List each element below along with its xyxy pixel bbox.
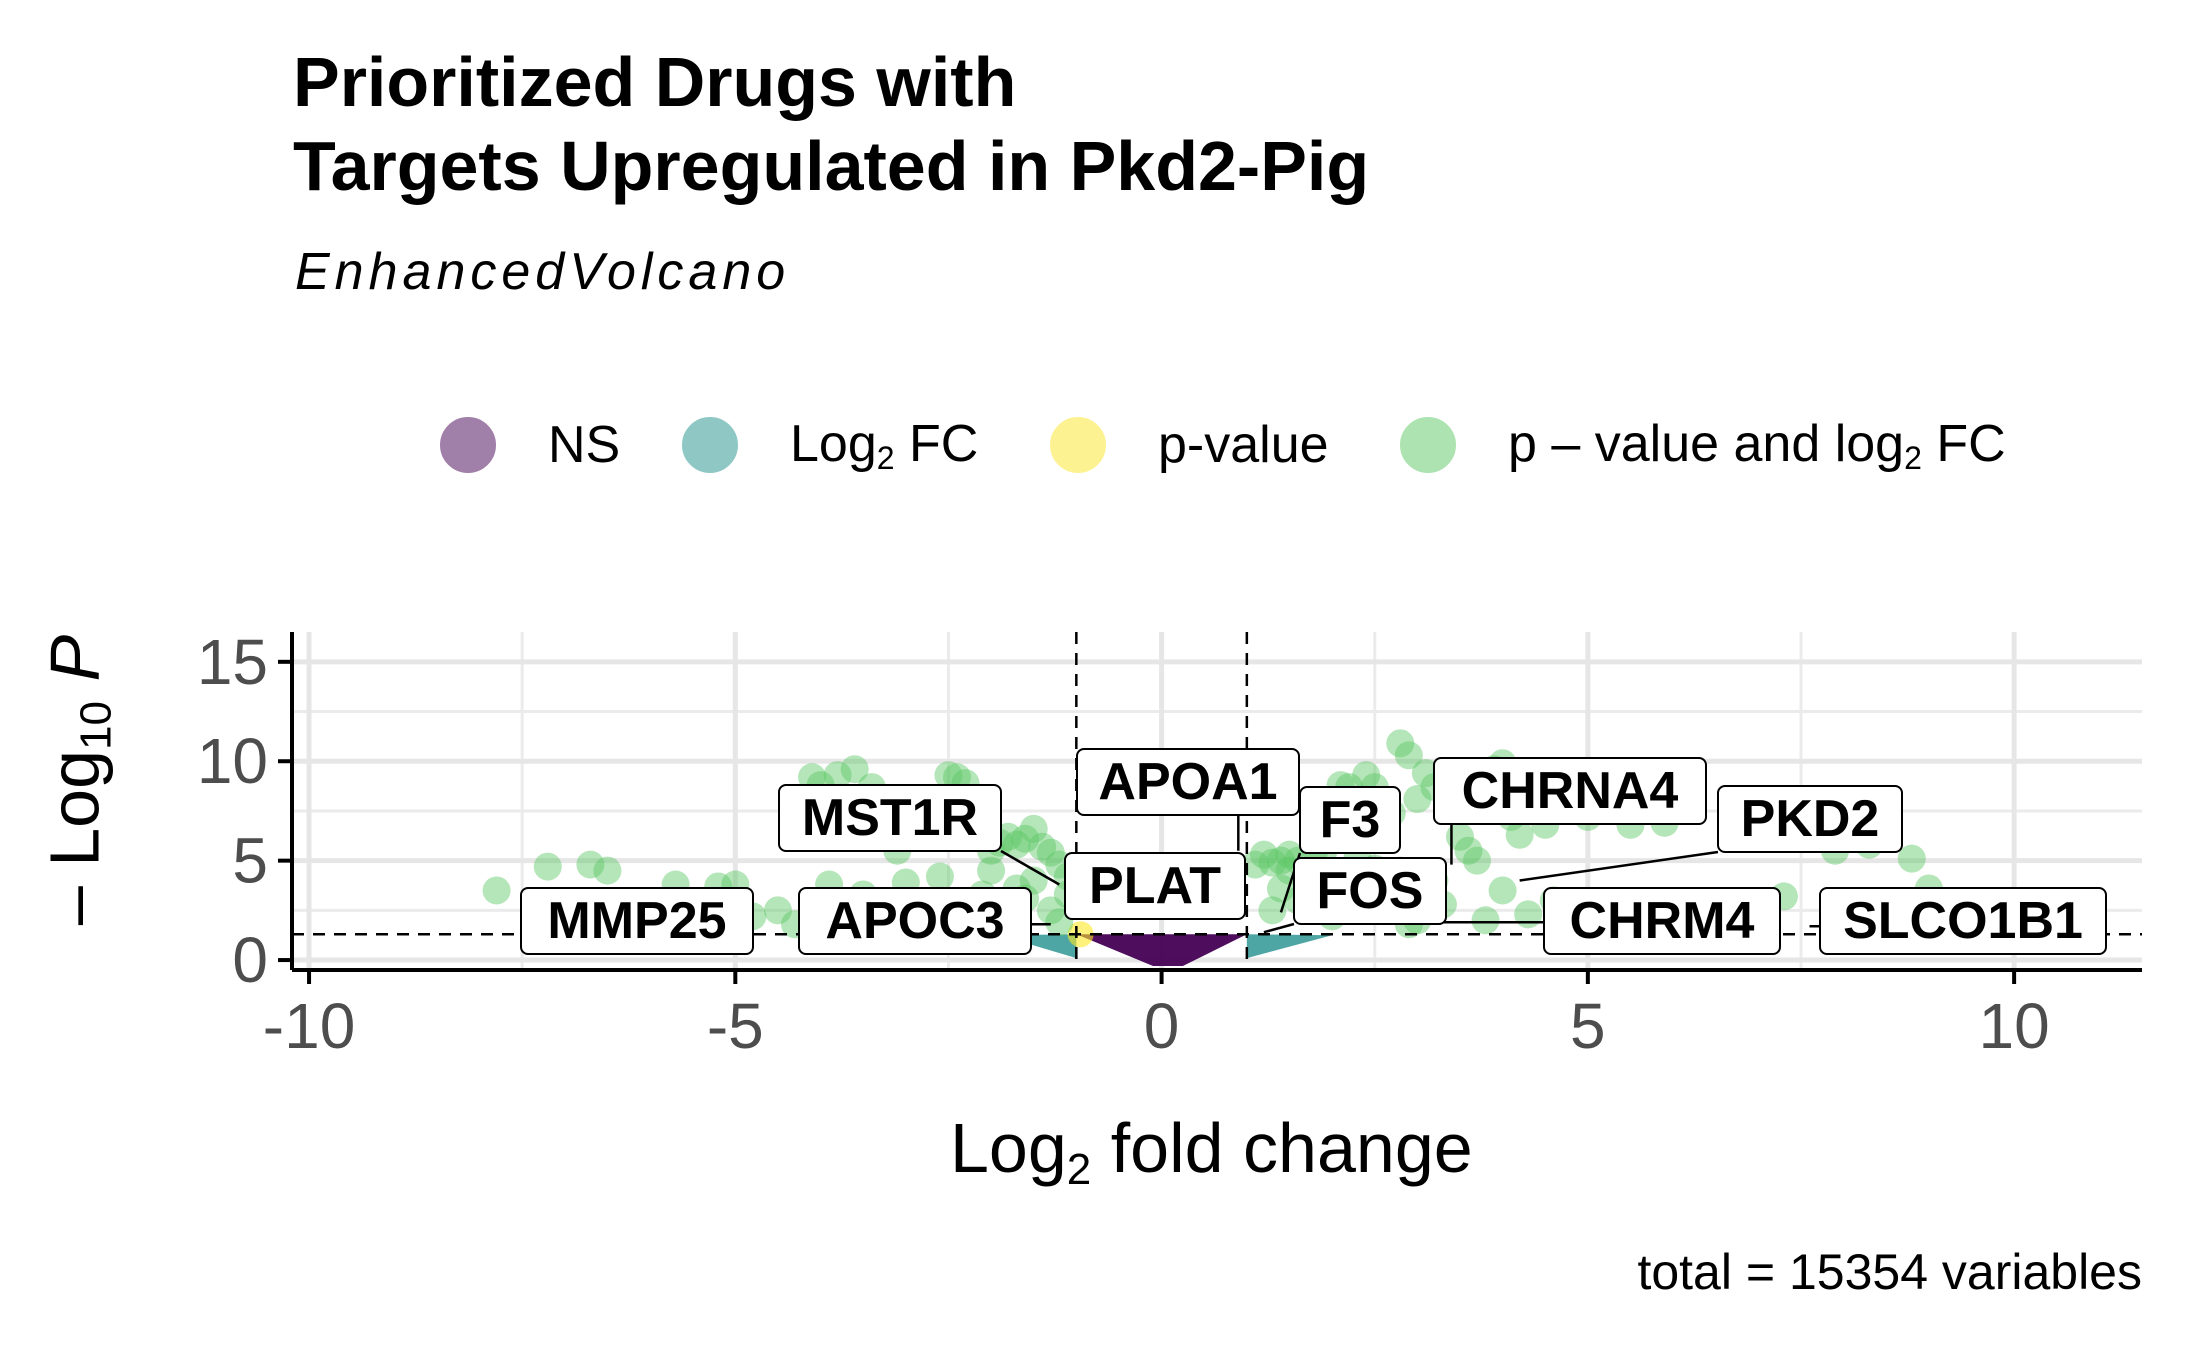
data-point	[593, 856, 622, 885]
legend-label-pvalue-and-log2fc: p – value and log2 FC	[1508, 414, 2006, 476]
x-tick-label: -10	[263, 990, 356, 1062]
y-tick-label: 10	[197, 725, 268, 797]
data-point	[1514, 900, 1543, 929]
data-point	[1002, 830, 1031, 859]
data-point	[1011, 824, 1040, 853]
label-connector	[1519, 850, 1719, 882]
gene-label: APOA1	[1098, 753, 1277, 811]
gene-label-box	[798, 887, 1032, 955]
data-point	[1403, 785, 1432, 814]
gene-label: CHRM4	[1570, 892, 1755, 950]
legend-swatch-pvalue	[1050, 417, 1106, 473]
y-tick-label: 0	[232, 924, 268, 996]
data-point	[1036, 896, 1065, 925]
gene-label: PKD2	[1741, 790, 1880, 848]
data-point	[1258, 896, 1287, 925]
x-tick-label: 0	[1144, 990, 1180, 1062]
data-point	[840, 755, 869, 784]
gene-label: FOS	[1317, 862, 1424, 920]
data-point	[1897, 844, 1926, 873]
y-tick-label: 15	[197, 626, 268, 698]
x-tick-label: -5	[707, 990, 764, 1062]
data-point	[1505, 820, 1534, 849]
data-point	[1266, 874, 1295, 903]
chart-title-line-1: Prioritized Drugs with	[293, 43, 1017, 121]
data-point	[482, 876, 511, 905]
legend-label-ns: NS	[548, 416, 621, 474]
legend: NS Log2 FC p-value p – value and log2 FC	[0, 400, 2187, 490]
gene-label-box	[1433, 757, 1707, 825]
gene-label-box	[1064, 852, 1246, 920]
data-point	[576, 850, 605, 879]
fc-region-right	[1246, 934, 1333, 959]
ns-region	[1076, 934, 1247, 967]
data-point	[1019, 814, 1048, 843]
gene-label-box	[1299, 786, 1401, 854]
data-point	[925, 862, 954, 891]
x-tick-label: 5	[1570, 990, 1606, 1062]
gene-label: MMP25	[547, 892, 726, 950]
gene-label: SLCO1B1	[1843, 892, 2083, 950]
gene-label: PLAT	[1089, 857, 1221, 915]
data-point	[1258, 848, 1287, 877]
y-tick-label: 5	[232, 825, 268, 897]
legend-swatch-ns	[440, 417, 496, 473]
data-point	[823, 761, 852, 790]
gene-label: APOC3	[825, 892, 1004, 950]
gene-labels: MST1R APOA1 PLAT F3 FOS CHRNA4 PKD2 MMP25 APOC3 C…	[520, 748, 2107, 955]
legend-item-pvalue-and-log2fc: p – value and log2 FC	[1400, 400, 2006, 490]
gene-label-box	[1819, 887, 2107, 955]
data-point	[1386, 729, 1415, 758]
gene-label: F3	[1320, 791, 1381, 849]
data-point	[1488, 876, 1517, 905]
data-point	[763, 896, 792, 925]
label-connector	[1000, 849, 1060, 886]
legend-item-log2fc: Log2 FC	[682, 400, 978, 490]
data-point	[1445, 822, 1474, 851]
data-point	[1394, 741, 1423, 770]
legend-item-pvalue: p-value	[1050, 400, 1329, 490]
chart-title: Prioritized Drugs with Targets Upregulat…	[293, 40, 1593, 208]
x-tick-label: 10	[1979, 990, 2050, 1062]
gene-label-box	[520, 887, 754, 955]
label-connector	[1263, 922, 1295, 934]
gene-label-box	[1717, 785, 1903, 853]
gene-label-box	[1543, 887, 1781, 955]
data-point	[1352, 761, 1381, 790]
gene-label-box	[1076, 748, 1300, 816]
gene-label: MST1R	[802, 789, 978, 847]
legend-swatch-log2fc	[682, 417, 738, 473]
data-point	[1036, 838, 1065, 867]
gene-label-box	[778, 784, 1002, 852]
volcano-plot: MST1R APOA1 PLAT F3 FOS CHRNA4 PKD2 MMP25 APOC3 C…	[197, 626, 2142, 1062]
legend-label-log2fc: Log2 FC	[790, 414, 979, 476]
legend-item-ns: NS	[440, 400, 620, 490]
chart-title-line-2: Targets Upregulated in Pkd2-Pig	[293, 127, 1370, 205]
chart-subtitle: EnhancedVolcano	[295, 243, 791, 301]
data-point	[1463, 846, 1492, 875]
data-point	[934, 761, 963, 790]
caption: total = 15354 variables	[1637, 1244, 2142, 1300]
legend-label-pvalue: p-value	[1158, 416, 1329, 474]
y-axis-title: – Log10 P	[35, 634, 121, 926]
plot-axes: -10 -5 0 5 10 0 5 10 15	[197, 626, 2142, 1062]
data-point	[1241, 850, 1270, 879]
data-point	[1411, 759, 1440, 788]
gene-label-box	[1293, 857, 1447, 925]
data-point	[533, 852, 562, 881]
data-point	[1249, 840, 1278, 869]
x-axis-title: Log2 fold change	[950, 1109, 1473, 1194]
gene-label: CHRNA4	[1462, 762, 1679, 820]
legend-swatch-pvalue-and-log2fc	[1400, 417, 1456, 473]
data-point	[1266, 846, 1295, 875]
data-point	[977, 856, 1006, 885]
data-point	[1471, 906, 1500, 935]
data-point	[1028, 832, 1057, 861]
data-point	[1454, 836, 1483, 865]
